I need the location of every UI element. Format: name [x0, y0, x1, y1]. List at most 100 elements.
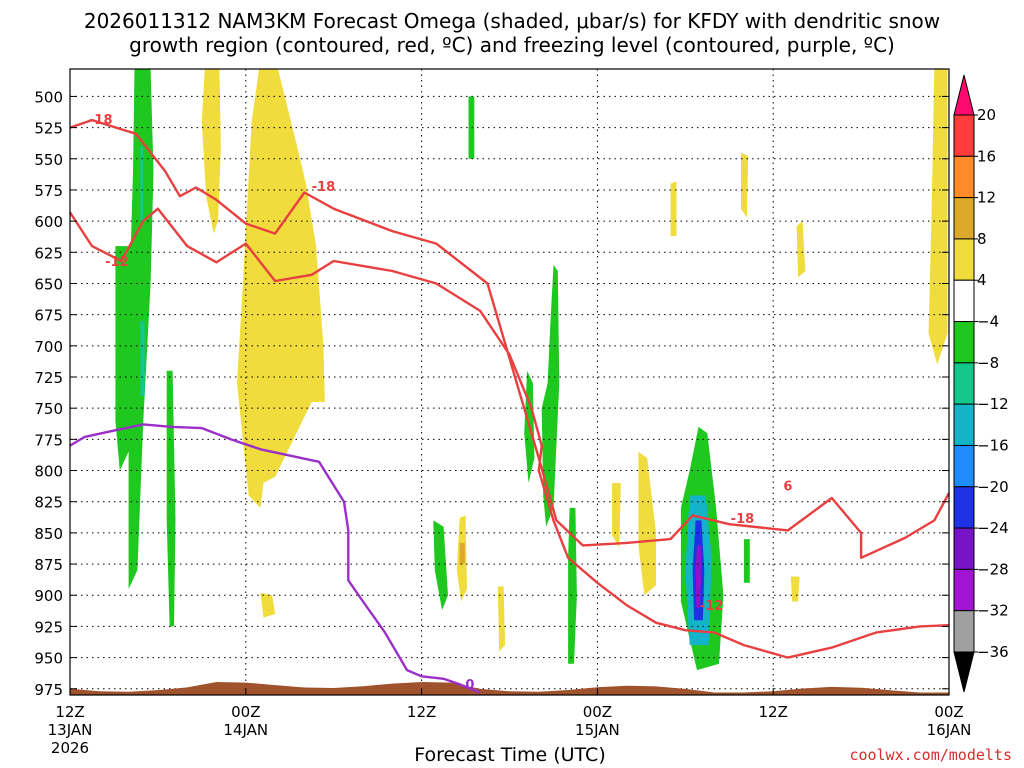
credit-text: coolwx.com/modelts [849, 746, 1012, 764]
y-tick-label: 500 [34, 88, 63, 106]
x-tick-date: 15JAN [575, 721, 620, 739]
omega-region-13 [695, 545, 702, 608]
omega-region-9 [568, 507, 577, 664]
dendritic-contour-minus12 [68, 207, 950, 659]
plot-frame [69, 68, 950, 696]
colorbar-band [953, 362, 975, 405]
terrain-ground [70, 682, 949, 695]
x-tick-date: 14JAN [223, 721, 268, 739]
omega-region-19 [497, 586, 506, 652]
y-tick-label: 550 [34, 151, 63, 169]
y-tick-label: 600 [34, 213, 63, 231]
x-tick-label: 00Z [583, 703, 612, 721]
omega-region-17 [260, 592, 276, 618]
omega-region-8 [433, 520, 448, 611]
colorbar-label: −12 [977, 395, 1009, 413]
colorbar-band [953, 403, 975, 446]
contour-label: 6 [783, 480, 792, 495]
dendritic-contour-minus18 [69, 118, 951, 559]
y-tick-label: 700 [34, 338, 63, 356]
contour-label: 0 [465, 678, 474, 693]
colorbar-band [953, 321, 975, 364]
colorbar-label: 12 [977, 189, 996, 207]
y-tick-label: 825 [34, 494, 63, 512]
colorbar-label: −24 [977, 519, 1009, 537]
colorbar-label: 8 [977, 230, 987, 248]
omega-region-2 [140, 146, 144, 222]
omega-region-5 [468, 96, 475, 159]
omega-region-21 [638, 451, 656, 596]
y-tick-label: 675 [34, 307, 63, 325]
x-axis-label: Forecast Time (UTC) [414, 744, 606, 766]
y-tick-label: 525 [34, 120, 63, 138]
omega-region-20 [612, 483, 621, 548]
contour-label: -12 [105, 255, 129, 270]
omega-region-3 [140, 320, 145, 396]
x-tick-date: 16JAN [927, 721, 972, 739]
colorbar-label: −16 [977, 436, 1009, 454]
y-tick-label: 850 [34, 525, 63, 543]
omega-region-24 [796, 221, 806, 278]
contour-label: -18 [312, 180, 336, 195]
y-tick-label: 750 [34, 400, 63, 418]
colorbar-band [953, 486, 975, 529]
chart-title-line-2: growth region (contoured, red, ºC) and f… [129, 33, 895, 57]
omega-region-14 [743, 539, 750, 583]
colorbar-band [953, 155, 975, 199]
colorbar-band [953, 238, 975, 281]
colorbar-label: −20 [977, 478, 1009, 496]
y-tick-label: 575 [34, 182, 63, 200]
colorbar-bottom-arrow [953, 651, 975, 693]
x-tick-date: 13JAN [48, 721, 93, 739]
y-tick-label: 950 [34, 650, 63, 668]
omega-region-15 [201, 69, 221, 234]
omega-region-27 [459, 542, 465, 565]
omega-region-4 [166, 370, 176, 627]
y-tick-label: 925 [34, 618, 63, 636]
omega-region-1 [115, 246, 132, 471]
colorbar-label: −32 [977, 602, 1009, 620]
colorbar-label: −36 [977, 643, 1009, 661]
x-tick-label: 00Z [934, 703, 963, 721]
plot-area [70, 69, 949, 695]
colorbar-label: −28 [977, 560, 1009, 578]
colorbar-band [953, 610, 975, 653]
x-tick-label: 12Z [55, 703, 84, 721]
x-tick-label: 12Z [407, 703, 436, 721]
colorbar-band [953, 444, 975, 488]
colorbar-label: 20 [977, 106, 996, 124]
y-tick-label: 875 [34, 556, 63, 574]
colorbar-band [953, 114, 975, 157]
contour-label: -18 [731, 512, 755, 527]
x-tick-label: 12Z [759, 703, 788, 721]
colorbar-label: −4 [977, 313, 999, 331]
colorbar-band [953, 197, 975, 240]
chart-title-line-1: 2026011312 NAM3KM Forecast Omega (shaded… [83, 9, 941, 33]
y-tick-label: 775 [34, 431, 63, 449]
colorbar-band [953, 279, 975, 323]
omega-region-26 [790, 576, 800, 602]
x-tick-year: 2026 [51, 739, 89, 757]
y-tick-label: 900 [34, 587, 63, 605]
colorbar-label: 16 [977, 147, 996, 165]
freezing-level-contour [69, 423, 481, 694]
colorbar-band [953, 527, 975, 570]
omega-region-22 [670, 181, 677, 237]
omega-region-16 [237, 69, 325, 508]
colorbar-label: 4 [977, 271, 987, 289]
colorbar-top-arrow [953, 74, 975, 116]
contour-label: -12 [700, 599, 724, 614]
y-tick-label: 800 [34, 463, 63, 481]
colorbar-label: −8 [977, 354, 999, 372]
y-tick-label: 975 [34, 681, 63, 699]
contour-label: -18 [89, 113, 113, 128]
colorbar-band [953, 568, 975, 612]
y-tick-label: 650 [34, 275, 63, 293]
omega-region-25 [928, 69, 948, 365]
y-tick-label: 725 [34, 369, 63, 387]
omega-region-6 [541, 264, 560, 527]
omega-region-23 [741, 152, 749, 218]
y-tick-label: 625 [34, 244, 63, 262]
x-tick-label: 00Z [231, 703, 260, 721]
